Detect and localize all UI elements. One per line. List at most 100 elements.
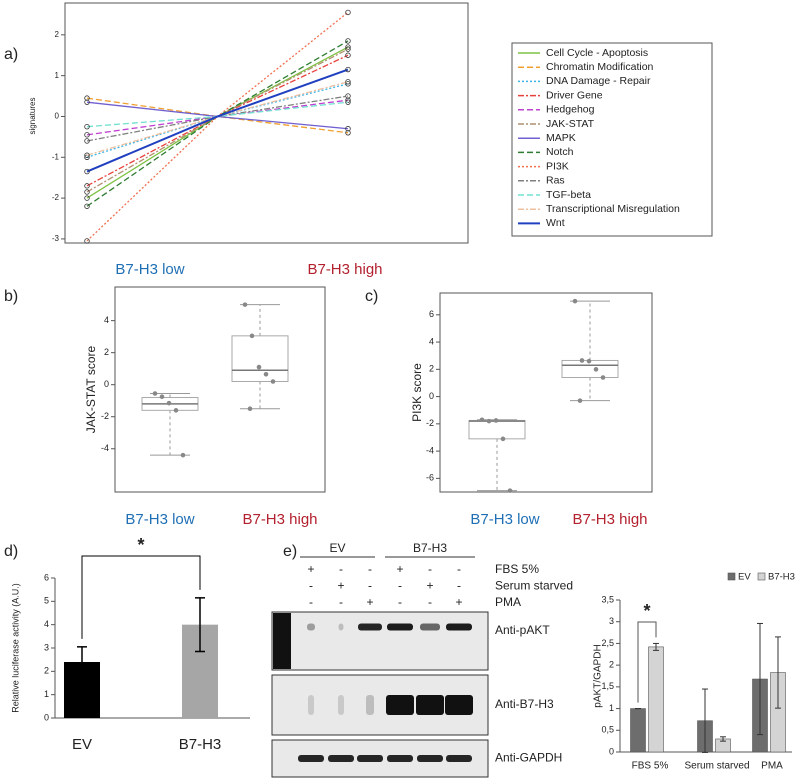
legend-label: EV (738, 572, 751, 583)
significance-star: * (137, 535, 144, 555)
y-tick-label: 0,5 (601, 725, 614, 735)
antibody-label: Anti-pAKT (495, 623, 550, 637)
plot-frame (114, 286, 326, 493)
y-axis-label: PI3K score (410, 363, 424, 422)
legend-label: Notch (546, 146, 574, 158)
antibody-label: Anti-GAPDH (495, 751, 562, 765)
point (84, 238, 90, 244)
y-tick-label: -6 (426, 473, 434, 483)
condition-sign: - (457, 562, 461, 576)
y-tick-label: 1 (609, 703, 614, 713)
blot-band (386, 695, 414, 715)
x-tick-label: B7-H3 high (307, 261, 382, 278)
legend-label: Cell Cycle - Apoptosis (546, 47, 648, 59)
antibody-label: Anti-B7-H3 (495, 697, 554, 711)
legend-box (511, 42, 713, 237)
point (345, 126, 351, 132)
point (173, 408, 179, 413)
legend-swatch (727, 572, 736, 581)
point (345, 79, 351, 85)
y-axis-label: signatures (28, 98, 37, 135)
point (84, 138, 90, 144)
condition-sign: - (309, 579, 313, 593)
x-tick-label: EV (72, 736, 92, 753)
y-tick-label: 0 (429, 391, 434, 401)
point (84, 152, 90, 158)
point (247, 406, 253, 412)
condition-sign: - (457, 579, 461, 593)
point (479, 417, 485, 423)
blot-band (387, 755, 413, 762)
y-tick-label: 0 (44, 712, 49, 722)
blot-band (417, 755, 443, 762)
y-axis-label: pAKT/GAPDH (593, 644, 604, 707)
condition-sign: - (339, 562, 343, 576)
legend-label: TGF-beta (546, 189, 591, 201)
legend-swatch (757, 572, 766, 581)
y-tick-label: 2 (44, 666, 49, 676)
x-tick-label: B7-H3 (179, 736, 222, 753)
y-tick-label: 2 (609, 660, 614, 670)
y-tick-label: 2 (55, 30, 60, 39)
y-tick-label: 5 (44, 596, 49, 606)
blot-band (445, 695, 473, 715)
blot-group: B7-H3 (413, 541, 447, 555)
point (593, 367, 599, 372)
condition-label: FBS 5% (495, 562, 539, 576)
x-tick-label: B7-H3 high (572, 511, 647, 528)
point (500, 436, 506, 442)
condition-sign: - (398, 579, 402, 593)
point (345, 130, 351, 136)
y-tick-label: -4 (426, 445, 434, 455)
point (84, 132, 90, 138)
point (600, 375, 606, 380)
point (586, 358, 592, 364)
y-tick-label: 2 (429, 364, 434, 374)
blot-artifact (273, 613, 291, 669)
y-tick-label: -4 (101, 443, 109, 453)
point (159, 394, 165, 400)
condition-sign: - (309, 595, 313, 609)
point (345, 9, 351, 16)
legend-label: Transcriptional Misregulation (546, 203, 680, 215)
point (345, 81, 351, 87)
x-tick-label: PMA (761, 761, 783, 772)
point (152, 391, 158, 396)
point (486, 418, 492, 424)
blot-band (338, 695, 344, 715)
y-tick-label: 3 (44, 642, 49, 652)
blot-band (338, 623, 344, 631)
point (256, 364, 262, 370)
point (345, 93, 351, 99)
point (579, 358, 585, 363)
point (166, 400, 172, 406)
plot-frame (64, 2, 469, 244)
blot-band (446, 623, 472, 631)
legend-label: Wnt (546, 217, 565, 229)
point (270, 379, 276, 384)
legend-label: Ras (546, 175, 565, 187)
significance-bracket (637, 621, 657, 703)
blot-band (308, 695, 314, 715)
legend-label: DNA Damage - Repair (546, 75, 651, 87)
series-line (86, 48, 349, 193)
panel-label: e) (283, 543, 297, 560)
condition-sign: + (307, 562, 314, 576)
x-tick-label: B7-H3 high (242, 511, 317, 528)
y-tick-label: 0 (55, 112, 60, 121)
y-tick-label: -1 (52, 152, 60, 161)
point (493, 418, 499, 423)
condition-sign: - (428, 562, 432, 576)
blot-band (357, 755, 383, 762)
x-tick-label: Serum starved (684, 761, 749, 772)
y-tick-label: -3 (52, 234, 60, 243)
y-tick-label: -2 (52, 193, 60, 202)
point (345, 46, 351, 52)
y-tick-label: 1 (55, 71, 60, 80)
legend-label: Chromatin Modification (546, 61, 654, 73)
y-tick-label: 4 (104, 315, 109, 325)
series-line (86, 68, 349, 173)
point (84, 95, 90, 101)
blot-band (358, 623, 382, 631)
